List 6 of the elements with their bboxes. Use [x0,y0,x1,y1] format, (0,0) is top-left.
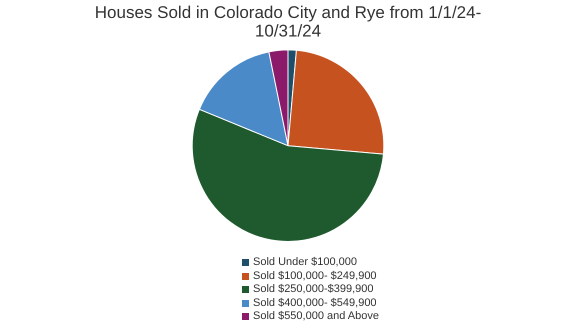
chart-title: Houses Sold in Colorado City and Rye from 1/1/24-10/31/24 [94,3,482,41]
legend-label: Sold $250,000-$399,900 [253,283,374,296]
legend-label: Sold $550,000 and Above [253,310,380,324]
legend-label: Sold $400,000- $549,900 [253,296,377,310]
legend-label: Sold $100,000- $249,900 [253,270,377,283]
legend-label: Sold Under $100,000 [253,256,357,270]
